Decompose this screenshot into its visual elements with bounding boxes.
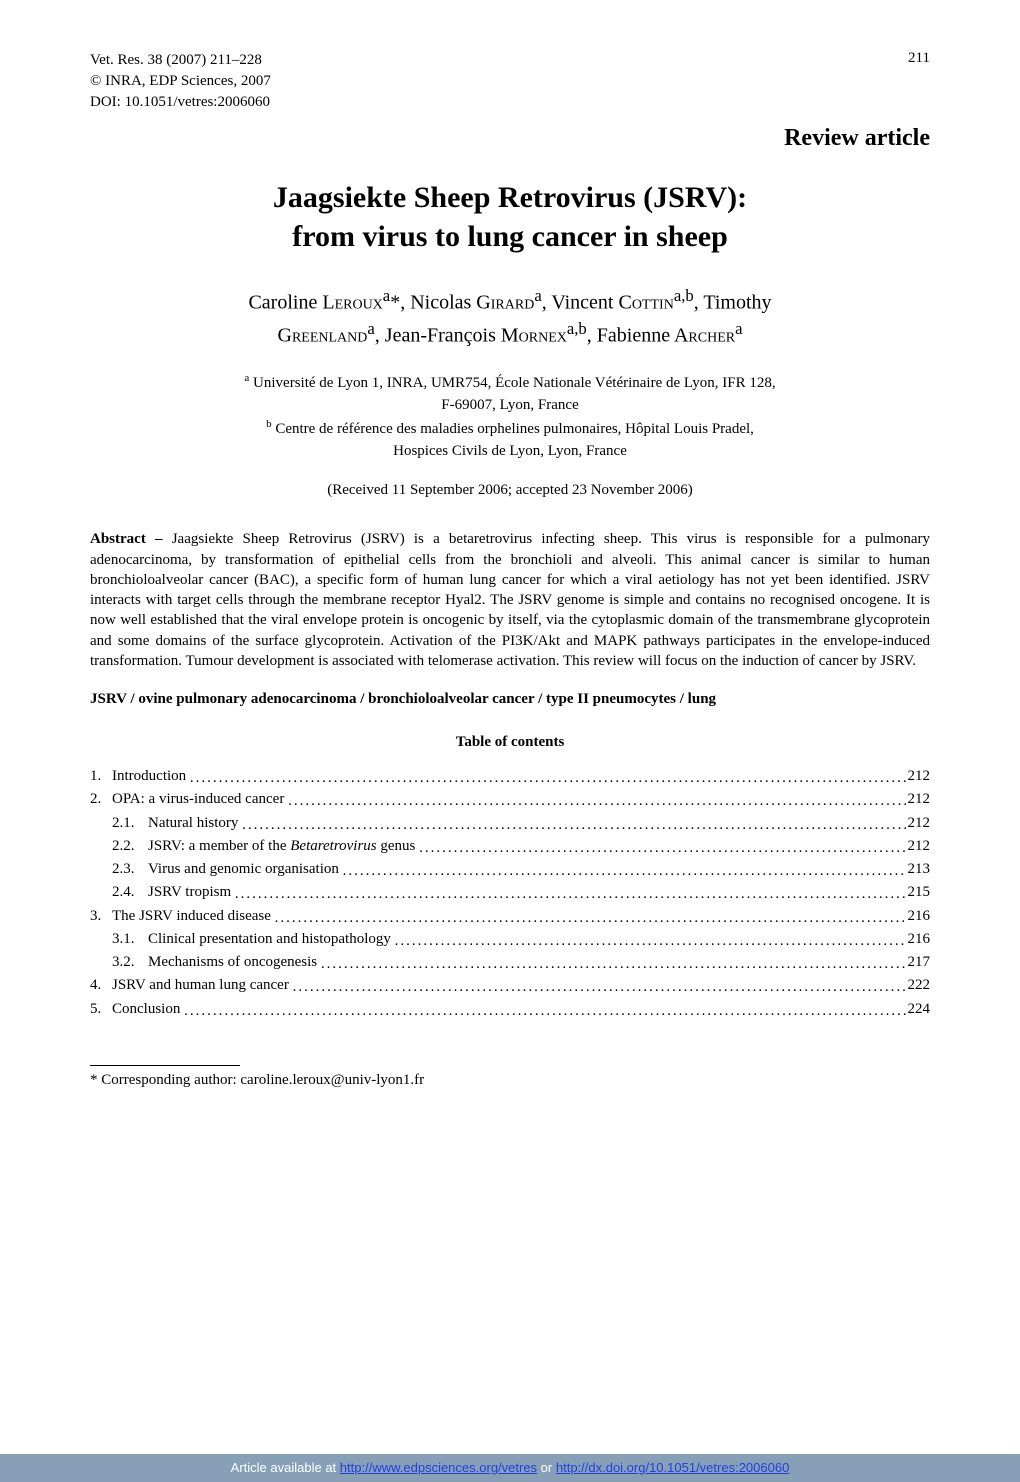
- toc-page: 224: [906, 998, 931, 1021]
- toc-row: 3.1.Clinical presentation and histopatho…: [90, 928, 930, 951]
- toc-heading: Table of contents: [90, 734, 930, 751]
- toc-label: Introduction: [112, 765, 190, 788]
- toc-number: 1.: [90, 765, 112, 788]
- toc-page: 212: [906, 765, 931, 788]
- toc-dots: [343, 860, 906, 881]
- toc-page: 217: [906, 951, 931, 974]
- journal-citation: Vet. Res. 38 (2007) 211–228: [90, 50, 271, 71]
- toc-row: 5.Conclusion 224: [90, 998, 930, 1021]
- toc-number: 4.: [90, 974, 112, 997]
- toc-number: 5.: [90, 998, 112, 1021]
- toc-dots: [288, 790, 905, 811]
- toc-number: 2.4.: [112, 881, 148, 904]
- authors-block: Caroline Lerouxa*, Nicolas Girarda, Vinc…: [90, 284, 930, 349]
- corresponding-author-footnote: * Corresponding author: caroline.leroux@…: [90, 1072, 930, 1089]
- copyright-line: © INRA, EDP Sciences, 2007: [90, 71, 271, 92]
- journal-info: Vet. Res. 38 (2007) 211–228 © INRA, EDP …: [90, 50, 271, 113]
- toc-dots: [235, 883, 906, 904]
- authors-line-1: Caroline Lerouxa*, Nicolas Girarda, Vinc…: [90, 284, 930, 317]
- toc-number: 3.1.: [112, 928, 148, 951]
- title-line-1: Jaagsiekte Sheep Retrovirus (JSRV):: [90, 178, 930, 217]
- toc-label: OPA: a virus-induced cancer: [112, 788, 288, 811]
- toc-label: JSRV tropism: [148, 881, 235, 904]
- abstract-block: Abstract – Jaagsiekte Sheep Retrovirus (…: [90, 529, 930, 671]
- doi-line: DOI: 10.1051/vetres:2006060: [90, 92, 271, 113]
- affiliation-a-text-1: Université de Lyon 1, INRA, UMR754, Écol…: [253, 375, 776, 391]
- toc-dots: [190, 767, 906, 788]
- toc-row: 2.OPA: a virus-induced cancer 212: [90, 788, 930, 811]
- review-article-label: Review article: [90, 125, 930, 152]
- toc-list: 1.Introduction 2122.OPA: a virus-induced…: [90, 765, 930, 1021]
- toc-number: 2.2.: [112, 835, 148, 858]
- bottom-bar-link-1[interactable]: http://www.edpsciences.org/vetres: [340, 1460, 537, 1475]
- toc-label: Clinical presentation and histopathology: [148, 928, 395, 951]
- toc-page: 222: [906, 974, 931, 997]
- toc-dots: [275, 907, 906, 928]
- toc-page: 215: [906, 881, 931, 904]
- toc-label: Natural history: [148, 812, 242, 835]
- title-line-2: from virus to lung cancer in sheep: [90, 217, 930, 256]
- toc-row: 2.2.JSRV: a member of the Betaretrovirus…: [90, 835, 930, 858]
- toc-label: Virus and genomic organisation: [148, 858, 343, 881]
- received-dates: (Received 11 September 2006; accepted 23…: [90, 482, 930, 499]
- toc-page: 216: [906, 928, 931, 951]
- toc-page: 212: [906, 788, 931, 811]
- toc-row: 2.1.Natural history 212: [90, 812, 930, 835]
- toc-dots: [184, 1000, 905, 1021]
- keywords: JSRV / ovine pulmonary adenocarcinoma / …: [90, 689, 930, 710]
- affiliation-b: b Centre de référence des maladies orphe…: [90, 417, 930, 441]
- article-title: Jaagsiekte Sheep Retrovirus (JSRV): from…: [90, 178, 930, 256]
- toc-dots: [395, 930, 906, 951]
- toc-page: 212: [906, 835, 931, 858]
- footnote-marker: *: [90, 1072, 98, 1088]
- toc-page: 213: [906, 858, 931, 881]
- affiliation-a-sup: a: [244, 372, 249, 384]
- toc-row: 2.3.Virus and genomic organisation 213: [90, 858, 930, 881]
- toc-number: 3.2.: [112, 951, 148, 974]
- page-number-top: 211: [908, 50, 930, 113]
- toc-dots: [242, 814, 905, 835]
- toc-page: 216: [906, 905, 931, 928]
- toc-dots: [293, 976, 906, 997]
- toc-label: Conclusion: [112, 998, 184, 1021]
- toc-dots: [419, 837, 905, 858]
- toc-row: 3.2.Mechanisms of oncogenesis 217: [90, 951, 930, 974]
- toc-number: 2.3.: [112, 858, 148, 881]
- affiliations-block: a Université de Lyon 1, INRA, UMR754, Éc…: [90, 371, 930, 462]
- bottom-bar-middle: or: [537, 1460, 556, 1475]
- bottom-bar-link-2[interactable]: http://dx.doi.org/10.1051/vetres:2006060: [556, 1460, 789, 1475]
- toc-label: JSRV and human lung cancer: [112, 974, 293, 997]
- toc-row: 4.JSRV and human lung cancer 222: [90, 974, 930, 997]
- footnote-rule: [90, 1065, 240, 1066]
- toc-number: 2.: [90, 788, 112, 811]
- affiliation-b-text-2: Hospices Civils de Lyon, Lyon, France: [90, 441, 930, 463]
- bottom-link-bar: Article available at http://www.edpscien…: [0, 1454, 1020, 1482]
- header-row: Vet. Res. 38 (2007) 211–228 © INRA, EDP …: [90, 50, 930, 113]
- toc-row: 3.The JSRV induced disease 216: [90, 905, 930, 928]
- affiliation-b-text-1: Centre de référence des maladies orpheli…: [275, 421, 754, 437]
- toc-number: 3.: [90, 905, 112, 928]
- toc-number: 2.1.: [112, 812, 148, 835]
- toc-row: 2.4.JSRV tropism 215: [90, 881, 930, 904]
- toc-dots: [321, 953, 906, 974]
- authors-line-2: Greenlanda, Jean-François Mornexa,b, Fab…: [90, 317, 930, 350]
- affiliation-a-text-2: F-69007, Lyon, France: [90, 395, 930, 417]
- toc-page: 212: [906, 812, 931, 835]
- bottom-bar-prefix: Article available at: [231, 1460, 340, 1475]
- affiliation-a: a Université de Lyon 1, INRA, UMR754, Éc…: [90, 371, 930, 395]
- abstract-text: Jaagsiekte Sheep Retrovirus (JSRV) is a …: [90, 531, 930, 669]
- toc-label: Mechanisms of oncogenesis: [148, 951, 321, 974]
- toc-label: The JSRV induced disease: [112, 905, 275, 928]
- affiliation-b-sup: b: [266, 418, 272, 430]
- footnote-text: Corresponding author: caroline.leroux@un…: [98, 1072, 425, 1088]
- toc-label: JSRV: a member of the Betaretrovirus gen…: [148, 835, 419, 858]
- abstract-label: Abstract –: [90, 531, 163, 547]
- toc-row: 1.Introduction 212: [90, 765, 930, 788]
